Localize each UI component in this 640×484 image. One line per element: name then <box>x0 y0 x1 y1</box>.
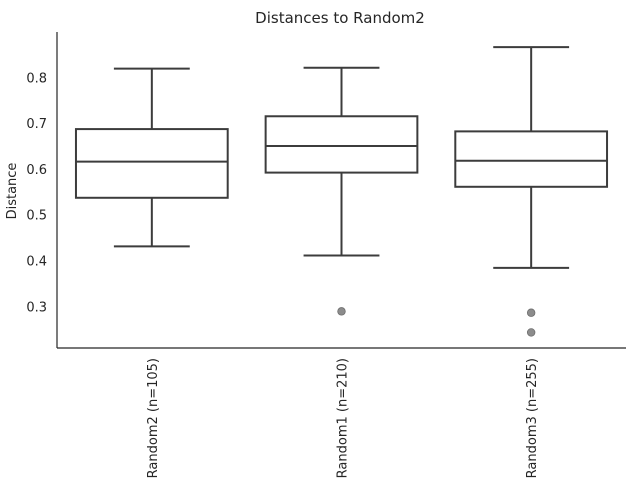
y-tick-label: 0.5 <box>26 209 47 224</box>
outlier-point <box>526 308 536 317</box>
box-group <box>74 67 229 248</box>
outlier-point <box>526 328 536 337</box>
y-tick-label: 0.6 <box>26 163 47 178</box>
box-group <box>454 46 609 337</box>
axes: 0.3 0.4 0.5 0.6 0.7 0.8 Random2 (n=105) Random1… <box>26 32 626 478</box>
chart-title: Distances to Random2 <box>255 9 425 27</box>
iqr-box <box>74 128 229 199</box>
box-group <box>264 66 419 316</box>
outlier-point <box>337 307 346 316</box>
y-tick-label: 0.8 <box>26 71 47 86</box>
y-axis-label: Distance <box>5 163 20 220</box>
y-tick-label: 0.3 <box>26 300 47 315</box>
x-tick-label: Random3 (n=255) <box>525 358 540 478</box>
x-tick-label: Random2 (n=105) <box>146 358 161 478</box>
y-tick-label: 0.4 <box>26 254 47 269</box>
x-tick-label: Random1 (n=210) <box>336 358 351 478</box>
plot-area <box>74 46 609 337</box>
iqr-box <box>264 115 419 174</box>
iqr-box <box>454 130 609 188</box>
y-tick-label: 0.7 <box>26 117 47 132</box>
